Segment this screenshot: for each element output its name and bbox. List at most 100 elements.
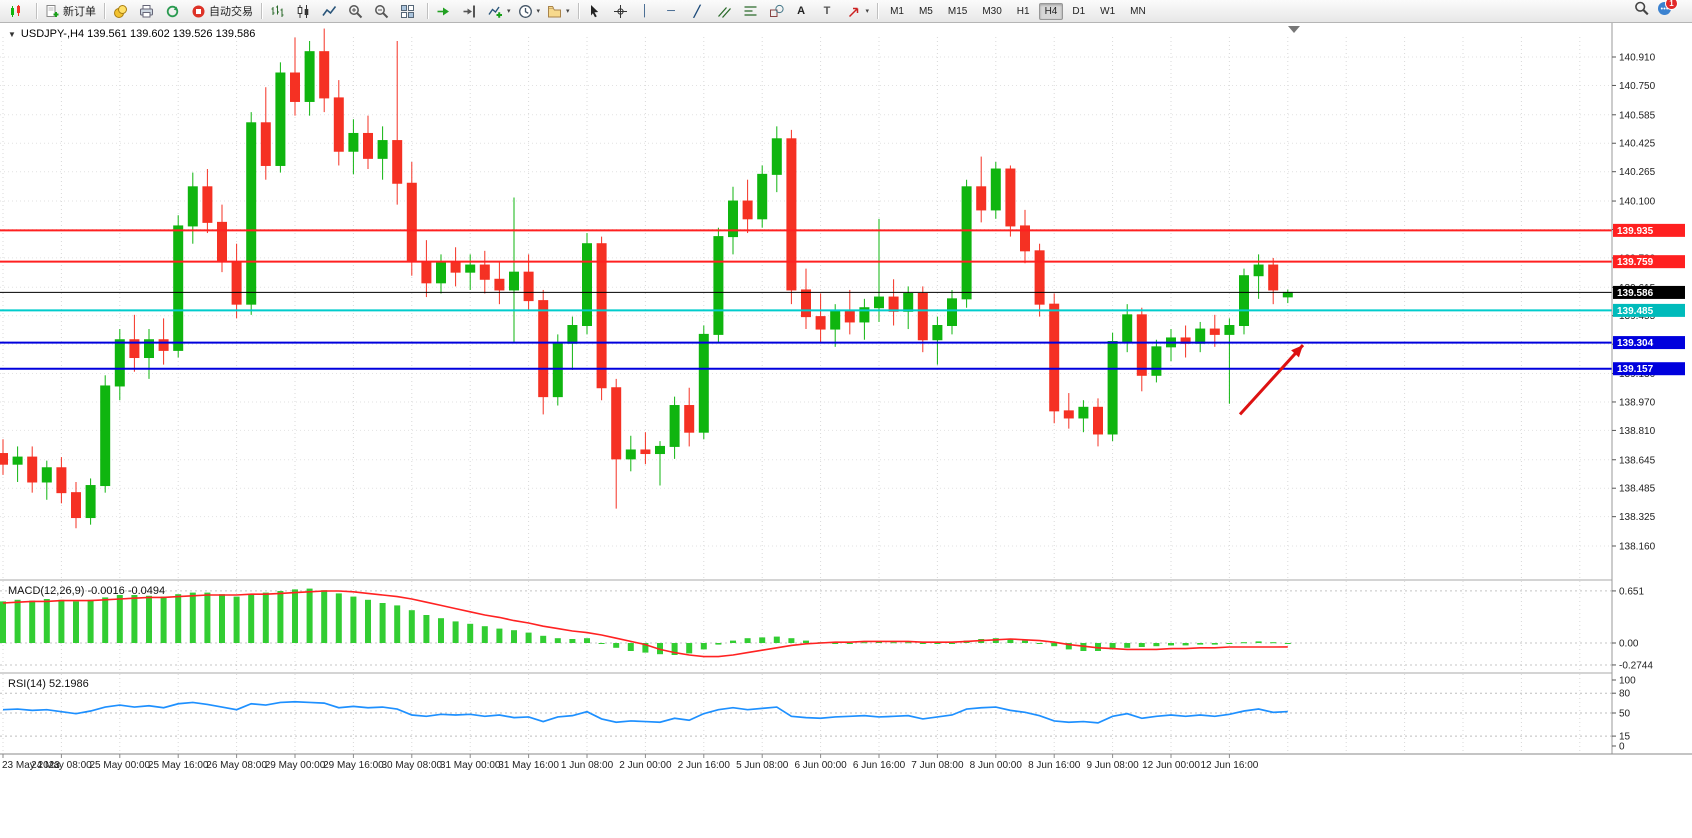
cursor-icon[interactable] <box>584 1 609 21</box>
toolbar-right-icons: 1 <box>1634 0 1686 21</box>
rsi-scale-label: 15 <box>1619 732 1631 743</box>
svg-text:139.157: 139.157 <box>1617 364 1654 375</box>
timeframe-m1[interactable]: M1 <box>890 5 904 17</box>
time-label: 12 Jun 16:00 <box>1200 760 1258 771</box>
price-tag-139.759: 139.759 <box>1613 255 1685 269</box>
timeframe-m30[interactable]: M30 <box>982 5 1002 17</box>
time-label: 25 May 16:00 <box>148 760 209 771</box>
time-label: 30 May 08:00 <box>381 760 442 771</box>
zoom-out-icon[interactable] <box>371 1 396 21</box>
price-tag-139.304: 139.304 <box>1613 336 1685 350</box>
zoom-in-icon[interactable] <box>345 1 370 21</box>
trendline-icon[interactable]: ╱ <box>693 5 701 18</box>
chart-shift-icon[interactable] <box>459 1 484 21</box>
toolbar-separator <box>577 3 579 19</box>
time-label: 5 Jun 08:00 <box>736 760 789 771</box>
crosshair-icon[interactable] <box>610 1 635 21</box>
macd-scale-label: -0.2744 <box>1619 660 1653 671</box>
indicators-icon[interactable]: ▾ <box>485 1 514 21</box>
timeframe-w1[interactable]: W1 <box>1100 5 1116 17</box>
periods-icon[interactable]: ▾ <box>515 1 544 21</box>
time-label: 12 Jun 00:00 <box>1142 760 1200 771</box>
svg-text:139.935: 139.935 <box>1617 226 1654 237</box>
price-scale[interactable]: 140.910 140.750 140.585 140.425 140.265 140.1… <box>1611 23 1692 754</box>
timeframe-m5[interactable]: M5 <box>918 5 933 17</box>
equidistant-channel-icon[interactable] <box>714 1 739 21</box>
time-label: 23 May 2023 <box>2 760 60 771</box>
time-label: 29 May 16:00 <box>323 760 384 771</box>
rsi-scale-label: 50 <box>1619 709 1631 720</box>
time-label: 29 May 00:00 <box>265 760 326 771</box>
templates-icon[interactable]: ▾ <box>544 1 573 21</box>
timeframe-m15[interactable]: M15 <box>947 5 968 17</box>
macd-pane[interactable] <box>0 588 1612 666</box>
profit-report-icon[interactable] <box>110 1 135 21</box>
autotrading-button[interactable]: 自动交易 <box>188 1 256 21</box>
templates-icon-dropdown-arrow[interactable]: ▾ <box>566 8 570 15</box>
candles <box>0 28 1293 529</box>
macd-indicator-label: MACD(12,26,9) -0.0016 -0.0494 <box>8 585 166 597</box>
time-label: 6 Jun 00:00 <box>794 760 847 771</box>
indicators-icon-dropdown-arrow[interactable]: ▾ <box>507 8 511 15</box>
timeframe-h1[interactable]: H1 <box>1016 5 1030 17</box>
candlestick-chart-type-icon[interactable] <box>293 1 318 21</box>
toolbar-separator <box>427 3 428 19</box>
search-icon[interactable] <box>1634 1 1649 21</box>
chart-window-icon[interactable] <box>6 1 31 21</box>
new-order-button[interactable]: 新订单 <box>42 1 99 21</box>
refresh-icon[interactable] <box>162 1 187 21</box>
rsi-indicator-label: RSI(14) 52.1986 <box>8 678 89 690</box>
svg-text:139.586: 139.586 <box>1617 288 1654 299</box>
notification-badge: 1 <box>1665 0 1678 10</box>
price-tick-label: 140.750 <box>1619 81 1656 92</box>
collapse-triangle-icon[interactable]: ▼ <box>8 29 16 39</box>
chart-title: ▼ USDJPY-,H4 139.561 139.602 139.526 139… <box>8 28 255 40</box>
toolbar-separator <box>877 3 879 19</box>
svg-text:139.304: 139.304 <box>1617 338 1654 349</box>
bars-chart-type-icon[interactable] <box>267 1 292 21</box>
auto-scroll-icon[interactable] <box>433 1 458 21</box>
text-label-icon[interactable]: T <box>823 5 831 17</box>
shapes-icon[interactable] <box>766 1 791 21</box>
toolbar-separator <box>36 3 37 19</box>
periods-icon-dropdown-arrow[interactable]: ▾ <box>536 8 541 15</box>
svg-text:139.759: 139.759 <box>1617 257 1654 268</box>
chart-shift-marker[interactable] <box>1288 26 1300 33</box>
time-label: 6 Jun 16:00 <box>853 760 906 771</box>
horizontal-line-icon[interactable]: ─ <box>667 5 675 17</box>
arrows-tool-icon[interactable]: ▾ <box>844 1 873 21</box>
time-label: 1 Jun 08:00 <box>561 760 614 771</box>
text-icon[interactable]: A <box>797 5 806 17</box>
arrow-annotation[interactable] <box>1238 344 1305 416</box>
toolbar: 新订单 自动交易 ▾ ▾ ▾ │ ─ ╱ A T ▾ M1 M5 M15 M30 H1 H4 D1 W1 MN 1 <box>0 0 1692 23</box>
timeframe-h4[interactable]: H4 <box>1038 2 1064 20</box>
time-label: 9 Jun 08:00 <box>1086 760 1139 771</box>
toolbar-separator <box>104 3 105 19</box>
vertical-line-icon[interactable]: │ <box>641 5 649 17</box>
fibonacci-icon[interactable] <box>740 1 765 21</box>
time-label: 31 May 00:00 <box>440 760 501 771</box>
time-label: 8 Jun 16:00 <box>1028 760 1081 771</box>
time-label: 31 May 16:00 <box>498 760 559 771</box>
timeframe-d1[interactable]: D1 <box>1072 5 1086 17</box>
price-tag-139.935: 139.935 <box>1613 223 1685 237</box>
arrows-tool-icon-dropdown-arrow[interactable]: ▾ <box>865 8 870 15</box>
grid <box>0 37 1612 754</box>
notifications-icon[interactable]: 1 <box>1657 0 1678 21</box>
chart-title-text: USDJPY-,H4 139.561 139.602 139.526 139.5… <box>20 28 256 40</box>
line-chart-type-icon[interactable] <box>319 1 344 21</box>
print-icon[interactable] <box>136 1 161 21</box>
rsi-pane[interactable] <box>0 692 1612 737</box>
autotrading-button-label: 自动交易 <box>209 6 253 18</box>
level-lines[interactable] <box>0 229 1612 370</box>
tile-windows-icon[interactable] <box>397 1 422 21</box>
timeframe-mn[interactable]: MN <box>1130 5 1146 17</box>
time-label: 2 Jun 00:00 <box>619 760 672 771</box>
price-tick-label: 140.425 <box>1619 139 1656 150</box>
time-label: 24 May 08:00 <box>31 760 92 771</box>
macd-scale-label: 0.651 <box>1619 586 1644 597</box>
chart-area[interactable]: 140.910 140.750 140.585 140.425 140.265 140.1… <box>0 23 1692 838</box>
price-tick-label: 138.810 <box>1619 426 1656 437</box>
price-tick-label: 138.325 <box>1619 512 1656 523</box>
